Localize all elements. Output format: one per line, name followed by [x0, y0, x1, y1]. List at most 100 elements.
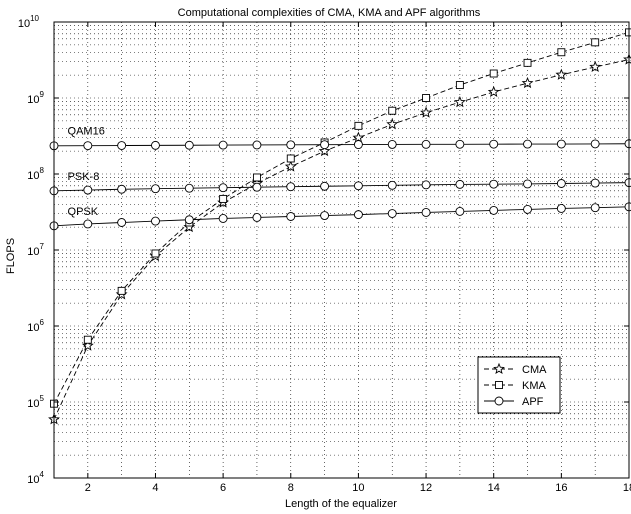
circle-marker: [218, 183, 228, 193]
square-marker: [83, 335, 92, 344]
square-marker: [495, 381, 503, 389]
x-tick-label: 4: [152, 482, 158, 494]
chart-title: Computational complexities of CMA, KMA a…: [178, 7, 481, 19]
square-marker: [455, 81, 464, 90]
y-tick-label: 106: [27, 318, 44, 334]
star-marker: [318, 144, 331, 157]
square-marker: [591, 38, 600, 47]
circle-marker: [624, 139, 631, 149]
circle-marker: [494, 396, 504, 406]
star-marker: [555, 68, 568, 80]
y-tick-label: 1010: [18, 14, 40, 30]
circle-marker: [83, 185, 93, 195]
circle-marker: [117, 218, 127, 227]
circle-marker: [489, 139, 499, 149]
circle-marker: [556, 204, 566, 213]
circle-marker: [117, 141, 127, 150]
circle-marker: [353, 181, 363, 191]
annotation-label: PSK-8: [68, 171, 100, 183]
star-marker: [623, 53, 631, 65]
square-marker: [219, 194, 228, 203]
square-marker: [489, 69, 498, 78]
circle-marker: [218, 140, 228, 150]
circle-marker: [83, 141, 93, 151]
series-apf-psk8: [49, 178, 631, 196]
series-apf-qpsk: [49, 202, 631, 231]
x-tick-label: 18: [623, 482, 631, 494]
legend-box: [477, 356, 561, 414]
x-tick-label: 14: [488, 482, 500, 494]
circle-marker: [83, 219, 93, 229]
star-marker: [284, 160, 297, 172]
star-marker: [420, 106, 432, 118]
square-marker: [388, 106, 397, 115]
series-line: [53, 143, 630, 147]
square-marker: [523, 58, 532, 67]
circle-marker: [151, 184, 160, 194]
circle-marker: [421, 180, 431, 190]
circle-marker: [523, 179, 532, 189]
series-kma: [50, 28, 631, 408]
circle-marker: [387, 139, 397, 149]
circle-marker: [286, 182, 296, 192]
square-marker: [252, 173, 261, 182]
square-marker: [151, 249, 160, 258]
star-marker: [81, 339, 94, 351]
circle-marker: [151, 140, 160, 150]
circle-marker: [624, 178, 631, 188]
legend-label: APF: [522, 396, 544, 408]
y-axis-label: FLOPS: [5, 238, 17, 274]
circle-marker: [421, 139, 431, 149]
circle-marker: [252, 213, 262, 222]
circle-marker: [556, 179, 566, 188]
x-tick-label: 16: [555, 482, 567, 494]
series-layer: [48, 28, 631, 425]
x-tick-label: 6: [220, 482, 226, 494]
y-tick-label: 104: [27, 470, 44, 486]
circle-marker: [556, 139, 566, 149]
circle-marker: [523, 139, 532, 149]
annotation-label: QAM16: [68, 126, 105, 138]
annotation-layer: QAM16 PSK-8 QPSK: [68, 126, 105, 218]
square-marker: [625, 28, 631, 37]
square-marker: [286, 154, 295, 163]
circle-marker: [184, 183, 194, 193]
star-marker: [352, 131, 365, 143]
series-apf-qam16: [49, 139, 631, 151]
circle-marker: [117, 184, 127, 194]
circle-marker: [455, 206, 465, 216]
x-tick-label: 12: [420, 482, 432, 494]
circle-marker: [489, 179, 499, 189]
circle-marker: [320, 211, 330, 220]
legend: CMA KMA APF: [477, 356, 561, 414]
square-marker: [354, 121, 363, 130]
y-tick-label: 105: [27, 394, 44, 410]
circle-marker: [184, 140, 194, 150]
circle-marker: [624, 202, 631, 212]
axis-layer: 2 4 6 8 10 12 14 16 18 104 105 106 107 108 109 1010: [18, 14, 631, 494]
circle-marker: [286, 140, 296, 150]
square-marker: [557, 48, 566, 57]
circle-marker: [353, 210, 363, 220]
series-line: [53, 206, 630, 227]
circle-marker: [252, 140, 262, 150]
circle-marker: [286, 212, 296, 221]
square-marker: [117, 286, 126, 295]
annotation-label: QPSK: [68, 206, 99, 218]
circle-marker: [151, 216, 160, 226]
star-marker: [386, 118, 399, 130]
y-tick-label: 108: [27, 166, 44, 182]
square-marker: [422, 94, 431, 102]
circle-marker: [218, 214, 228, 223]
x-axis-label: Length of the equalizer: [285, 498, 397, 510]
circle-marker: [252, 182, 262, 192]
circle-marker: [320, 140, 330, 150]
circle-marker: [455, 139, 465, 149]
legend-label: KMA: [522, 380, 547, 392]
y-tick-label: 109: [27, 90, 44, 106]
circle-marker: [387, 180, 397, 190]
circle-marker: [353, 140, 363, 150]
circle-marker: [523, 204, 532, 214]
legend-label: CMA: [522, 364, 547, 376]
